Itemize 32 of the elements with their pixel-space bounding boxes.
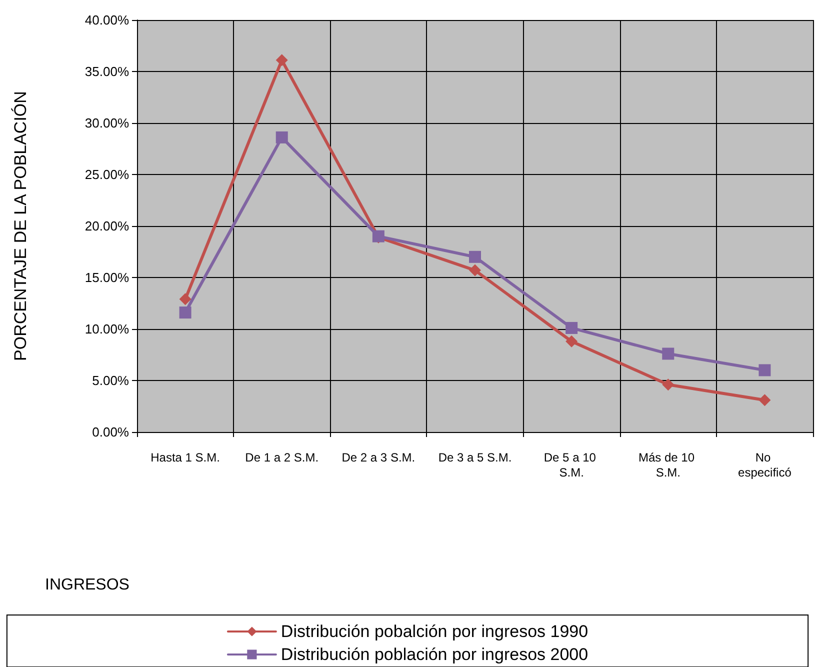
point xyxy=(469,264,481,276)
y-axis-title: PORCENTAJE DE LA POBLACIÓN xyxy=(11,91,30,361)
legend-label: Distribución población por ingresos 2000 xyxy=(280,645,588,664)
point xyxy=(758,394,771,406)
y-tick-label: 15.00% xyxy=(84,270,130,285)
y-tick-label: 5.00% xyxy=(92,373,130,388)
x-tick-label: No especificó xyxy=(738,450,792,480)
y-tick-label: 0.00% xyxy=(92,424,130,440)
text: INGRESOS xyxy=(45,576,130,594)
point xyxy=(566,322,578,334)
point xyxy=(276,131,288,144)
legend-label: Distribución pobalción por ingresos 1990 xyxy=(280,622,588,641)
x-tick-label: De 1 a 2 S.M. xyxy=(245,450,319,464)
point xyxy=(276,54,288,66)
x-tick-label: De 2 a 3 S.M. xyxy=(342,450,416,464)
y-tick-label: 40.00% xyxy=(84,12,130,28)
y-tick-label: 10.00% xyxy=(84,322,130,336)
y-tick-label: 20.00% xyxy=(84,218,130,234)
x-tick-label: De 3 a 5 S.M. xyxy=(438,450,512,464)
x-tick-label: De 5 a 10 S.M. xyxy=(544,450,600,480)
y-tick-label: 25.00% xyxy=(84,167,130,182)
point xyxy=(469,250,481,263)
x-tick-label: Más de 10 S.M. xyxy=(638,450,698,480)
point xyxy=(758,364,771,376)
point xyxy=(179,293,192,306)
point xyxy=(566,335,578,348)
point xyxy=(662,348,674,360)
point xyxy=(662,378,674,391)
y-tick-label: 30.00% xyxy=(84,116,130,130)
point xyxy=(179,306,192,319)
y-tick-label: 35.00% xyxy=(84,64,130,79)
x-tick-label: Hasta 1 S.M. xyxy=(150,450,220,464)
